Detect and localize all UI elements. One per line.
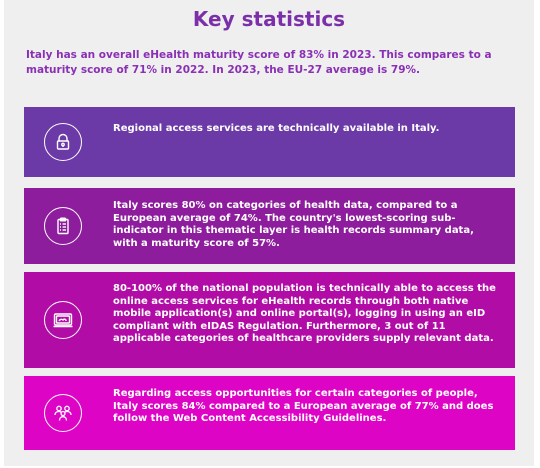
stat-card-regional-access: Regional access services are technically… — [24, 107, 515, 177]
people-icon — [44, 394, 82, 432]
clipboard-icon — [44, 207, 82, 245]
key-statistics-panel: Key statistics Italy has an overall eHea… — [4, 0, 534, 466]
stat-card-text: Regional access services are technically… — [113, 123, 440, 134]
stat-card-text: 80-100% of the national population is te… — [113, 283, 496, 345]
stat-card-text: Regarding access opportunities for certa… — [113, 388, 494, 425]
stat-card-accessibility: Regarding access opportunities for certa… — [24, 376, 515, 450]
page-title: Key statistics — [192, 7, 346, 31]
stat-card-text: Italy scores 80% on categories of health… — [113, 200, 474, 249]
monitor-icon — [44, 301, 82, 339]
intro-text: Italy has an overall eHealth maturity sc… — [26, 49, 492, 76]
stat-card-online-access: 80-100% of the national population is te… — [24, 272, 515, 368]
padlock-icon — [44, 123, 82, 161]
stat-card-health-data: Italy scores 80% on categories of health… — [24, 188, 515, 264]
